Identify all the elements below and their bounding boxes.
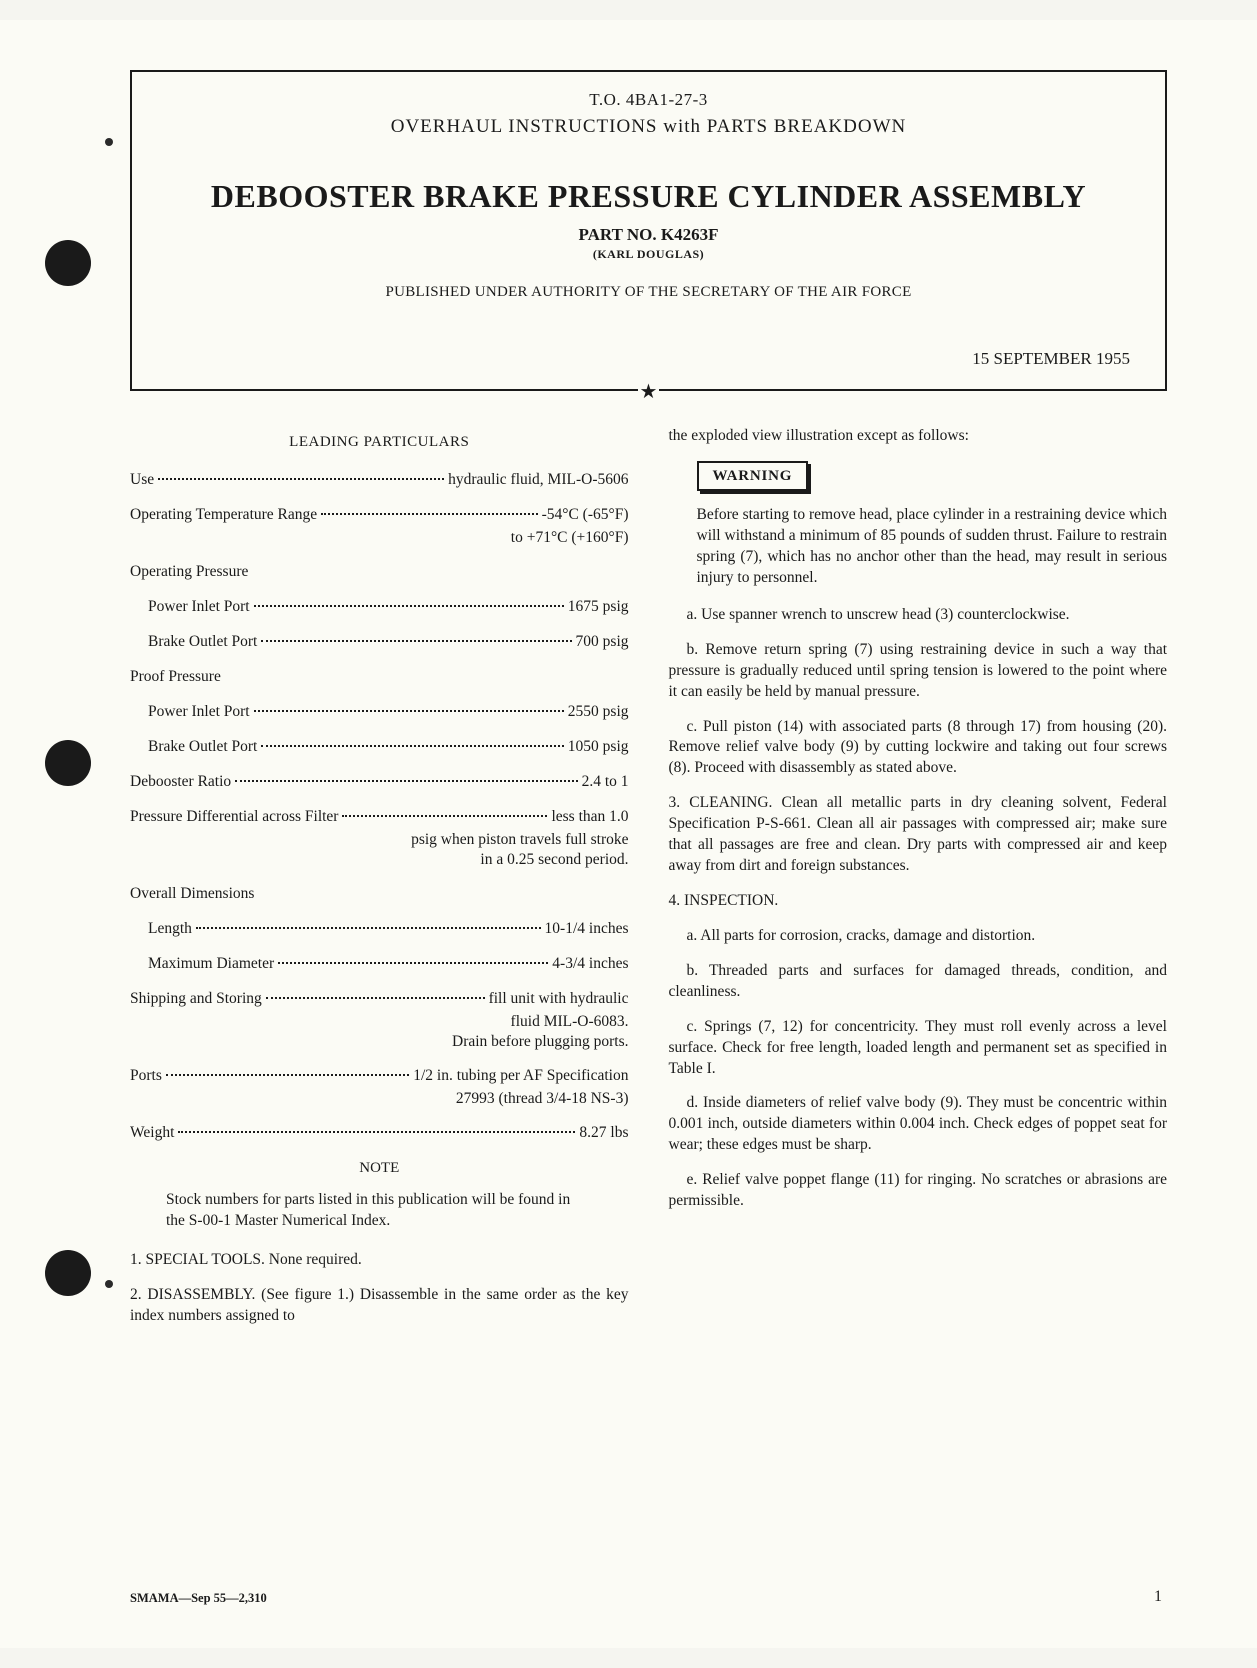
- spec-weight: Weight 8.27 lbs: [130, 1123, 629, 1144]
- para-cleaning: 3. CLEANING. Clean all metallic parts in…: [669, 793, 1168, 877]
- para-insp-d: d. Inside diameters of relief valve body…: [669, 1093, 1168, 1156]
- page-number: 1: [1154, 1588, 1162, 1606]
- spec-label: Brake Outlet Port: [148, 632, 257, 653]
- para-step-c: c. Pull piston (14) with associated part…: [669, 717, 1168, 780]
- para-step-b: b. Remove return spring (7) using restra…: [669, 640, 1168, 703]
- spec-label: Power Inlet Port: [148, 597, 250, 618]
- spec-group-heading: Proof Pressure: [130, 667, 629, 688]
- punch-hole-icon: [45, 740, 91, 786]
- punch-hole-icon: [45, 1250, 91, 1296]
- spec-pf-brake-outlet: Brake Outlet Port 1050 psig: [130, 737, 629, 758]
- spec-value: fill unit with hydraulic: [489, 989, 629, 1010]
- spec-label: Use: [130, 470, 154, 491]
- spec-label: Debooster Ratio: [130, 772, 231, 793]
- manufacturer: (KARL DOUGLAS): [162, 247, 1135, 262]
- left-column: LEADING PARTICULARS Use hydraulic fluid,…: [130, 426, 629, 1341]
- spec-value: 1/2 in. tubing per AF Specification: [413, 1066, 628, 1087]
- spec-debooster-ratio: Debooster Ratio 2.4 to 1: [130, 772, 629, 793]
- para-insp-e: e. Relief valve poppet flange (11) for r…: [669, 1170, 1168, 1212]
- warning-text: Before starting to remove head, place cy…: [669, 505, 1168, 589]
- spec-value: 700 psig: [576, 632, 629, 653]
- spec-value-cont: psig when piston travels full stroke in …: [130, 830, 629, 870]
- spec-value: 1050 psig: [568, 737, 629, 758]
- publication-date: 15 SEPTEMBER 1955: [162, 349, 1135, 369]
- spec-op-power-inlet: Power Inlet Port 1675 psig: [130, 597, 629, 618]
- spec-value: 8.27 lbs: [579, 1123, 628, 1144]
- spec-value: hydraulic fluid, MIL-O-5606: [448, 470, 628, 491]
- para-inspection-heading: 4. INSPECTION.: [669, 891, 1168, 912]
- spec-label: Length: [148, 919, 192, 940]
- spec-max-diameter: Maximum Diameter 4-3/4 inches: [130, 954, 629, 975]
- spec-pressure-diff: Pressure Differential across Filter less…: [130, 807, 629, 828]
- spec-temp: Operating Temperature Range -54°C (-65°F…: [130, 505, 629, 526]
- spec-label: Shipping and Storing: [130, 989, 262, 1010]
- spec-value-cont: fluid MIL-O-6083. Drain before plugging …: [130, 1012, 629, 1052]
- main-title: DEBOOSTER BRAKE PRESSURE CYLINDER ASSEMB…: [162, 178, 1135, 215]
- title-block: T.O. 4BA1-27-3 OVERHAUL INSTRUCTIONS wit…: [130, 70, 1167, 389]
- doc-subtitle: OVERHAUL INSTRUCTIONS with PARTS BREAKDO…: [162, 116, 1135, 138]
- punch-hole-icon: [45, 240, 91, 286]
- spec-label: Weight: [130, 1123, 174, 1144]
- spec-value: -54°C (-65°F): [542, 505, 629, 526]
- spec-use: Use hydraulic fluid, MIL-O-5606: [130, 470, 629, 491]
- spec-value-cont: 27993 (thread 3/4-18 NS-3): [130, 1089, 629, 1109]
- para-insp-c: c. Springs (7, 12) for concentricity. Th…: [669, 1017, 1168, 1080]
- para-special-tools: 1. SPECIAL TOOLS. None required.: [130, 1250, 629, 1271]
- spec-group-heading: Overall Dimensions: [130, 884, 629, 905]
- spec-value: 10-1/4 inches: [545, 919, 629, 940]
- spec-label: Ports: [130, 1066, 162, 1087]
- spec-value: 2.4 to 1: [582, 772, 629, 793]
- spec-value-cont: to +71°C (+160°F): [130, 528, 629, 548]
- note-heading: NOTE: [130, 1158, 629, 1178]
- to-number: T.O. 4BA1-27-3: [162, 90, 1135, 110]
- spec-group-heading: Operating Pressure: [130, 562, 629, 583]
- para-step-a: a. Use spanner wrench to unscrew head (3…: [669, 605, 1168, 626]
- spec-value: 4-3/4 inches: [552, 954, 628, 975]
- spec-label: Brake Outlet Port: [148, 737, 257, 758]
- footer-left: SMAMA—Sep 55—2,310: [130, 1591, 267, 1606]
- spec-label: Pressure Differential across Filter: [130, 807, 338, 828]
- spec-label: Operating Temperature Range: [130, 505, 317, 526]
- spec-ports: Ports 1/2 in. tubing per AF Specificatio…: [130, 1066, 629, 1087]
- spec-label: Maximum Diameter: [148, 954, 274, 975]
- spec-value: less than 1.0: [551, 807, 628, 828]
- part-number: PART NO. K4263F: [162, 225, 1135, 245]
- authority-line: PUBLISHED UNDER AUTHORITY OF THE SECRETA…: [162, 284, 1135, 301]
- page: T.O. 4BA1-27-3 OVERHAUL INSTRUCTIONS wit…: [0, 20, 1257, 1648]
- dot-icon: [105, 1280, 113, 1288]
- note-body: Stock numbers for parts listed in this p…: [130, 1190, 629, 1232]
- leading-particulars-heading: LEADING PARTICULARS: [130, 432, 629, 452]
- right-column: the exploded view illustration except as…: [669, 426, 1168, 1341]
- para-insp-a: a. All parts for corrosion, cracks, dama…: [669, 926, 1168, 947]
- warning-label: WARNING: [697, 461, 809, 491]
- para-insp-b: b. Threaded parts and surfaces for damag…: [669, 961, 1168, 1003]
- para-disassembly-cont: the exploded view illustration except as…: [669, 426, 1168, 447]
- title-bottom-border: ★: [130, 389, 1167, 391]
- body-columns: LEADING PARTICULARS Use hydraulic fluid,…: [130, 426, 1167, 1341]
- spec-length: Length 10-1/4 inches: [130, 919, 629, 940]
- dot-icon: [105, 138, 113, 146]
- spec-shipping: Shipping and Storing fill unit with hydr…: [130, 989, 629, 1010]
- spec-pf-power-inlet: Power Inlet Port 2550 psig: [130, 702, 629, 723]
- para-disassembly: 2. DISASSEMBLY. (See figure 1.) Disassem…: [130, 1285, 629, 1327]
- spec-label: Power Inlet Port: [148, 702, 250, 723]
- spec-value: 2550 psig: [568, 702, 629, 723]
- spec-value: 1675 psig: [568, 597, 629, 618]
- spec-op-brake-outlet: Brake Outlet Port 700 psig: [130, 632, 629, 653]
